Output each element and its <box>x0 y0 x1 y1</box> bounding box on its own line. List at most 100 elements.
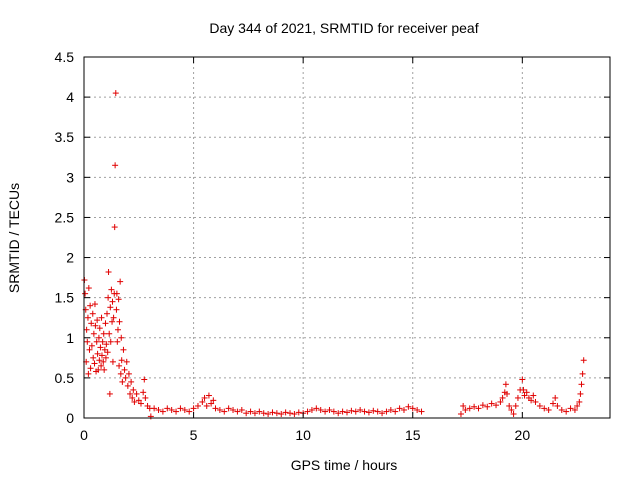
data-point <box>109 298 116 305</box>
data-point <box>405 403 412 410</box>
data-point <box>251 410 258 417</box>
x-tick-label: 0 <box>80 427 88 443</box>
data-point <box>194 402 201 409</box>
data-point <box>234 408 241 415</box>
data-point <box>133 390 140 397</box>
data-point <box>93 338 100 345</box>
data-point <box>460 402 467 409</box>
data-point <box>484 403 491 410</box>
plot-frame <box>83 56 611 419</box>
x-tick-labels: 0 5 10 15 20 <box>80 427 530 443</box>
data-point <box>558 406 565 413</box>
data-point <box>313 405 320 412</box>
data-point <box>387 406 394 413</box>
data-point <box>110 314 117 321</box>
y-tick-label: 1 <box>66 330 74 346</box>
data-point <box>205 392 212 399</box>
data-point <box>112 162 119 169</box>
data-point <box>107 338 114 345</box>
data-point <box>265 410 272 417</box>
data-point <box>114 338 121 345</box>
data-point <box>282 409 289 416</box>
data-point <box>177 405 184 412</box>
data-point <box>111 224 118 231</box>
data-point <box>273 410 280 417</box>
data-point <box>98 362 105 369</box>
data-point <box>530 392 537 399</box>
data-point <box>116 362 123 369</box>
data-point <box>114 326 121 333</box>
data-point <box>541 405 548 412</box>
data-point <box>287 410 294 417</box>
y-tick-label: 3 <box>66 169 74 185</box>
data-point <box>210 397 217 404</box>
data-point <box>94 317 101 324</box>
x-axis-label: GPS time / hours <box>291 457 398 473</box>
data-point <box>554 402 561 409</box>
chart-title: Day 344 of 2021, SRMTID for receiver pea… <box>209 20 478 36</box>
data-point <box>90 354 97 361</box>
data-point <box>260 410 267 417</box>
data-point <box>409 405 416 412</box>
data-point <box>128 378 135 385</box>
data-point <box>462 406 469 413</box>
data-point <box>256 408 263 415</box>
x-tick-label: 15 <box>405 427 421 443</box>
data-point <box>506 402 513 409</box>
data-point <box>365 409 372 416</box>
data-point <box>96 357 103 364</box>
x-tick-label: 20 <box>515 427 531 443</box>
data-point <box>326 406 333 413</box>
data-point <box>308 406 315 413</box>
data-point <box>121 366 128 373</box>
data-point <box>109 318 116 325</box>
data-point <box>475 405 482 412</box>
data-point <box>212 405 219 412</box>
y-tick-label: 3.5 <box>55 129 75 145</box>
data-point <box>85 370 92 377</box>
data-point <box>514 394 521 401</box>
data-point <box>357 406 364 413</box>
data-point <box>225 405 232 412</box>
data-point <box>96 325 103 332</box>
data-point <box>579 370 586 377</box>
data-point <box>164 405 171 412</box>
data-point <box>479 402 486 409</box>
data-point <box>508 406 515 413</box>
y-tick-label: 4 <box>66 89 74 105</box>
data-point <box>105 294 112 301</box>
data-point <box>545 406 552 413</box>
data-point <box>550 400 557 407</box>
axis-ticks <box>83 56 610 419</box>
data-point <box>418 408 425 415</box>
data-point <box>105 268 112 275</box>
data-point <box>103 341 110 348</box>
data-point <box>523 389 530 396</box>
data-point <box>127 390 134 397</box>
data-point <box>186 408 193 415</box>
data-point <box>104 310 111 317</box>
data-point <box>131 398 138 405</box>
data-point <box>100 330 107 337</box>
data-point <box>243 410 250 417</box>
data-point <box>117 278 124 285</box>
data-point <box>528 397 535 404</box>
data-point <box>155 406 162 413</box>
data-point <box>269 409 276 416</box>
data-point <box>95 334 102 341</box>
data-point <box>123 358 130 365</box>
x-tick-label: 10 <box>295 427 311 443</box>
data-point <box>98 352 105 359</box>
data-point <box>278 410 285 417</box>
y-tick-label: 1.5 <box>55 290 75 306</box>
data-point <box>118 357 125 364</box>
data-point <box>118 334 125 341</box>
data-point <box>168 406 175 413</box>
data-point <box>95 366 102 373</box>
data-point <box>140 389 147 396</box>
data-point <box>521 392 528 399</box>
data-point <box>396 405 403 412</box>
data-point <box>99 338 106 345</box>
data-point <box>83 326 90 333</box>
